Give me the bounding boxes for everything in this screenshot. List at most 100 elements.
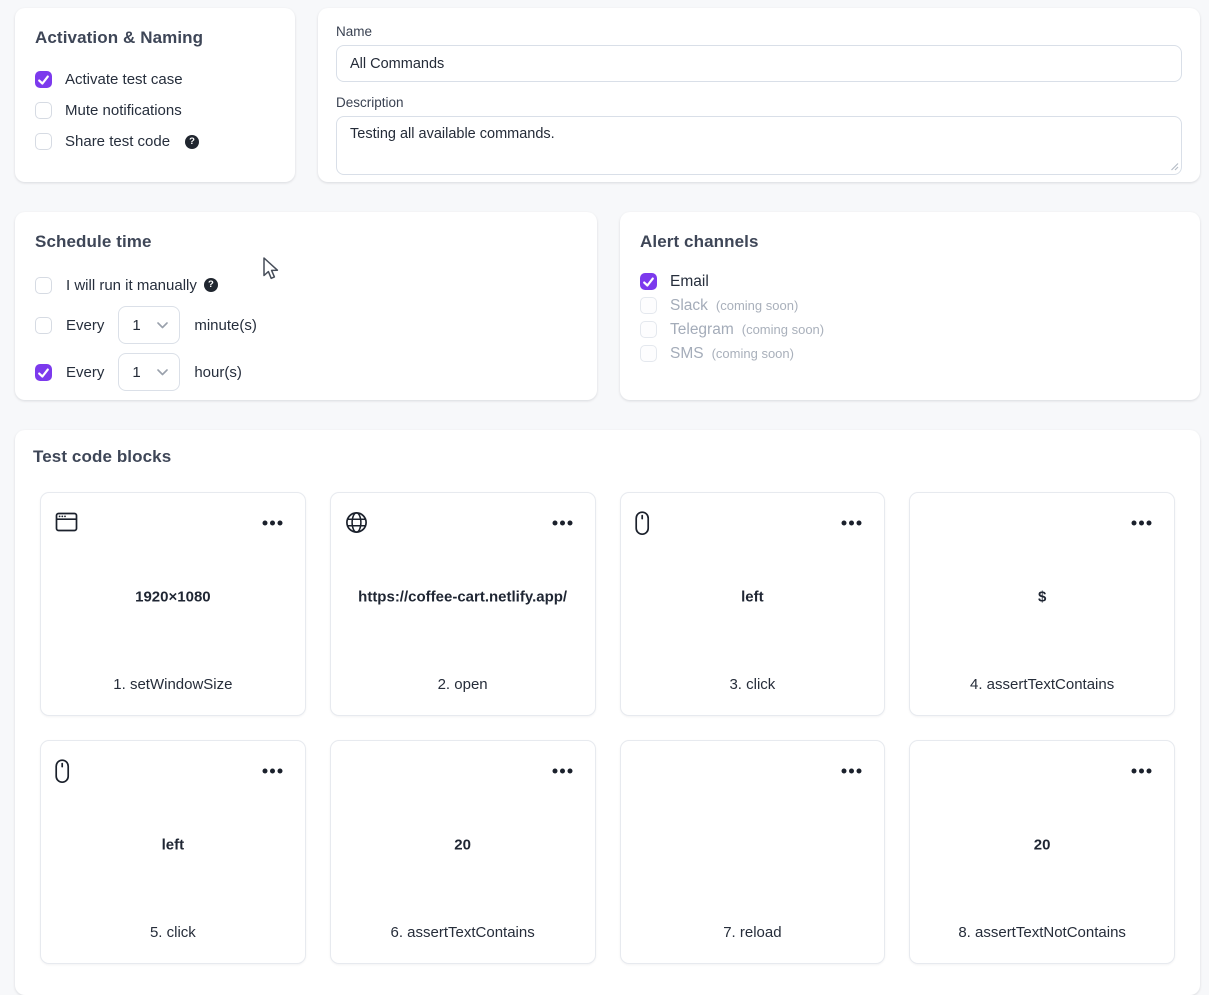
every-hour-checkbox[interactable] (35, 363, 52, 381)
coming-soon-note: (coming soon) (711, 346, 794, 361)
alerts-card-title: Alert channels (640, 232, 759, 251)
code-block-setwindowsize[interactable]: 1920×1080 1. setWindowSize (40, 492, 306, 716)
email-checkbox[interactable] (640, 273, 657, 290)
block-command: 5. click (149, 924, 196, 941)
chevron-down-icon (157, 368, 169, 375)
block-menu-button[interactable] (258, 510, 287, 533)
block-value: https://coffee-cart.netlify.app/ (358, 588, 568, 606)
channel-email: Email (640, 272, 1180, 291)
share-test-code-checkbox[interactable] (35, 133, 52, 150)
channel-slack: Slack (coming soon) (640, 296, 1180, 315)
coming-soon-note: (coming soon) (715, 298, 799, 313)
channel-telegram: Telegram (coming soon) (640, 320, 1180, 339)
block-menu-button[interactable] (258, 758, 287, 781)
ellipsis-icon (1131, 768, 1152, 774)
help-icon[interactable]: ? (185, 134, 200, 149)
description-field-wrap: Testing all available commands. (336, 116, 1182, 175)
checkmark-icon (643, 277, 654, 287)
run-manually-checkbox[interactable] (35, 276, 52, 294)
activation-card-title: Activation & Naming (35, 28, 204, 47)
block-value: 20 (454, 836, 471, 854)
channel-sms: SMS (coming soon) (640, 344, 1180, 363)
block-menu-button[interactable] (548, 758, 577, 781)
checkmark-icon (38, 75, 49, 85)
schedule-card-title: Schedule time (35, 232, 152, 251)
activate-test-case-checkbox[interactable] (35, 71, 52, 88)
block-value: 20 (1033, 836, 1051, 854)
ellipsis-icon (262, 520, 283, 526)
code-block-open[interactable]: https://coffee-cart.netlify.app/ 2. open (329, 492, 596, 716)
block-menu-button[interactable] (837, 510, 866, 533)
sms-checkbox[interactable] (640, 345, 657, 362)
ellipsis-icon (552, 520, 572, 526)
block-command: 4. assertTextContains (970, 676, 1115, 693)
mute-notifications-checkbox[interactable] (35, 102, 52, 119)
slack-checkbox[interactable] (640, 297, 657, 314)
code-block-asserttextcontains-2[interactable]: 20 6. assertTextContains (329, 740, 596, 964)
interval-prefix: Every (66, 363, 105, 381)
resize-grip-icon[interactable] (1170, 162, 1179, 171)
globe-icon (345, 512, 367, 533)
option-label: Activate test case (65, 71, 183, 88)
ellipsis-icon (841, 520, 862, 526)
block-command: 3. click (729, 676, 776, 693)
top-row: Activation & Naming Activate test case M… (15, 8, 1200, 182)
option-share-test-code: Share test code ? (35, 132, 275, 151)
test-code-blocks-card: Test code blocks 1920×1080 1. setWindowS… (15, 430, 1200, 995)
telegram-checkbox[interactable] (640, 321, 657, 338)
interval-unit: minute(s) (194, 316, 257, 334)
channel-label: Email (670, 272, 709, 290)
block-command: 2. open (437, 676, 488, 693)
blocks-grid: 1920×1080 1. setWindowSize https://coffe… (40, 492, 1175, 964)
schedule-time-card: Schedule time I will run it manually ? E… (15, 212, 597, 400)
code-block-click-2[interactable]: left 5. click (40, 740, 306, 964)
mouse-icon (634, 511, 649, 536)
block-menu-button[interactable] (548, 510, 577, 533)
code-block-click-1[interactable]: left 3. click (619, 492, 886, 716)
description-textarea[interactable]: Testing all available commands. (336, 116, 1182, 175)
blocks-card-title: Test code blocks (33, 447, 172, 466)
block-value: $ (1037, 588, 1047, 606)
block-value: left (161, 836, 185, 854)
channel-label: Slack (670, 296, 708, 314)
description-field-label: Description (336, 95, 404, 110)
every-minute-checkbox[interactable] (35, 316, 52, 334)
block-menu-button[interactable] (837, 758, 866, 781)
ellipsis-icon (841, 768, 862, 774)
option-label: Share test code (65, 133, 171, 150)
minute-interval-select[interactable]: 1 (118, 306, 181, 344)
block-menu-button[interactable] (1127, 510, 1156, 533)
code-block-asserttextnotcontains[interactable]: 20 8. assertTextNotContains (909, 740, 1175, 964)
naming-card: Name Description Testing all available c… (318, 8, 1200, 182)
alert-channels-card: Alert channels Email Slack (coming soon)… (620, 212, 1200, 400)
block-value: left (741, 588, 764, 606)
selected-value: 1 (132, 363, 141, 381)
block-command: 6. assertTextContains (390, 924, 535, 941)
middle-row: Schedule time I will run it manually ? E… (15, 212, 1200, 400)
block-command: 7. reload (723, 924, 782, 941)
ellipsis-icon (1131, 520, 1152, 526)
mouse-icon (55, 759, 70, 784)
checkmark-icon (38, 368, 49, 378)
window-icon (55, 512, 78, 532)
name-field-label: Name (336, 24, 373, 39)
code-block-asserttextcontains-1[interactable]: $ 4. assertTextContains (909, 492, 1175, 716)
hour-interval-select[interactable]: 1 (118, 353, 181, 391)
coming-soon-note: (coming soon) (741, 322, 825, 337)
channel-label: Telegram (670, 320, 734, 338)
block-command: 1. setWindowSize (113, 676, 233, 693)
selected-value: 1 (132, 316, 141, 334)
interval-unit: hour(s) (194, 363, 242, 381)
block-value: 1920×1080 (135, 588, 211, 606)
option-label: Mute notifications (65, 102, 182, 119)
activation-naming-card: Activation & Naming Activate test case M… (15, 8, 295, 182)
option-label: I will run it manually (66, 276, 197, 294)
ellipsis-icon (552, 768, 572, 774)
code-block-reload[interactable]: 7. reload (619, 740, 886, 964)
interval-prefix: Every (66, 316, 105, 334)
name-input[interactable] (336, 45, 1182, 82)
ellipsis-icon (262, 768, 283, 774)
help-icon[interactable]: ? (203, 278, 218, 292)
block-menu-button[interactable] (1127, 758, 1156, 781)
